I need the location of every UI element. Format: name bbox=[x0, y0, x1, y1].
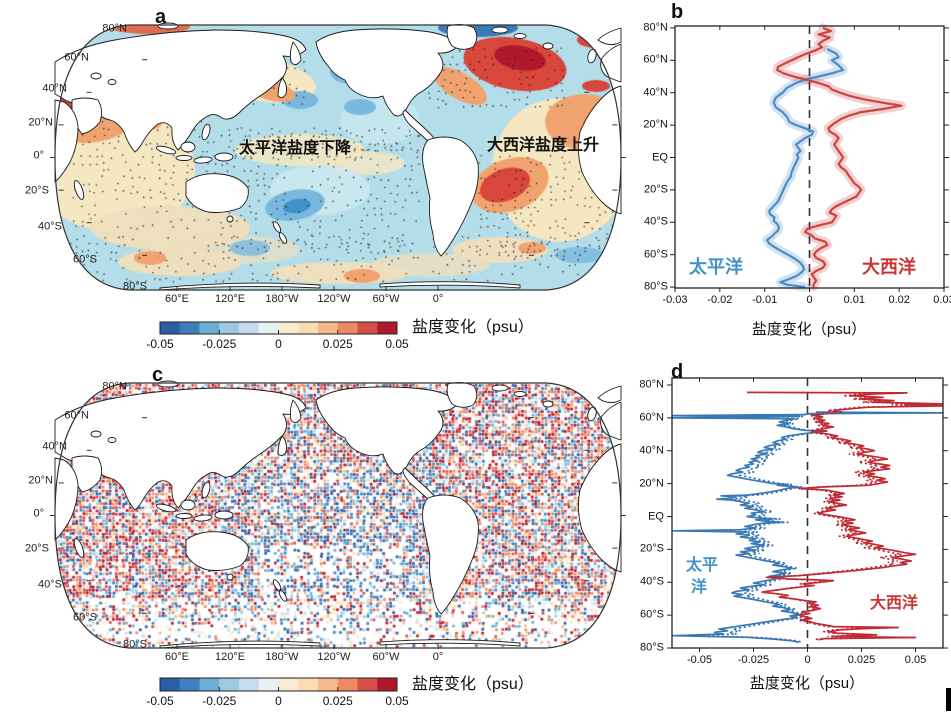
colorbar-c-segment bbox=[318, 678, 339, 691]
crop-artifact bbox=[946, 688, 951, 711]
colorbar-c-segment bbox=[160, 678, 181, 691]
colorbar-a-segment bbox=[219, 322, 240, 334]
colorbar-c-segment bbox=[357, 678, 378, 691]
colorbar-a-segment bbox=[377, 322, 398, 334]
colorbar-c-segment bbox=[337, 678, 358, 691]
colorbar-a-segment bbox=[278, 322, 299, 334]
colorbar-c-segment bbox=[258, 678, 279, 691]
colorbar-c-segment bbox=[179, 678, 200, 691]
colorbar-c-segment bbox=[199, 678, 220, 691]
colorbar-a-segment bbox=[318, 322, 339, 334]
map-a-continents bbox=[54, 22, 622, 291]
colorbar-a-segment bbox=[179, 322, 200, 334]
generated-graphics bbox=[50, 23, 949, 692]
map-c-continents bbox=[54, 380, 622, 649]
map-a-outline bbox=[54, 24, 622, 291]
colorbar-a-segment bbox=[239, 322, 260, 334]
colorbar-a-segment bbox=[160, 322, 181, 334]
colorbar-a-segment bbox=[199, 322, 220, 334]
colorbar-a-segment bbox=[337, 322, 358, 334]
chart-b-line bbox=[776, 26, 903, 288]
colorbar-c-segment bbox=[278, 678, 299, 691]
chart-d-dotted-line bbox=[748, 391, 926, 641]
chart-d-dotted-line bbox=[691, 411, 930, 644]
chart-b-line bbox=[765, 48, 845, 289]
colorbar-a-segment bbox=[258, 322, 279, 334]
map-c-outline bbox=[54, 382, 622, 649]
colorbar-c-segment bbox=[298, 678, 319, 691]
colorbar-a-segment bbox=[298, 322, 319, 334]
colorbar-a-segment bbox=[357, 322, 378, 334]
colorbar-c-segment bbox=[239, 678, 260, 691]
colorbar-c-segment bbox=[377, 678, 398, 691]
colorbar-c-segment bbox=[219, 678, 240, 691]
chart-d-line bbox=[671, 411, 944, 644]
